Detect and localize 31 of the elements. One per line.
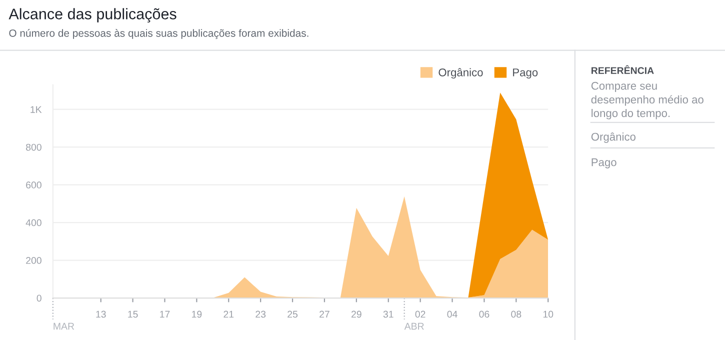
chart-title: Alcance das publicações	[8, 8, 176, 22]
legend-label: Pago	[513, 68, 538, 79]
x-tick-label: 21	[224, 310, 234, 318]
y-tick-label: 800	[26, 144, 42, 151]
x-tick-label: 13	[96, 310, 106, 318]
x-tick-label: 31	[383, 310, 394, 318]
ref-line-label: ABR	[404, 322, 424, 330]
y-tick-label: 0	[36, 294, 42, 302]
x-tick-label: 27	[320, 310, 330, 318]
chart-subtitle: O número de pessoas às quais suas publicações foram exibidas.	[9, 29, 308, 39]
x-tick-label: 10	[543, 310, 554, 318]
x-tick-label: 19	[192, 310, 202, 318]
y-tick-label: 600	[26, 182, 42, 188]
x-tick-label: 23	[256, 310, 266, 318]
x-tick-label: 25	[288, 310, 298, 318]
x-tick-label: 15	[128, 310, 138, 318]
y-tick-label: 1K	[30, 106, 42, 113]
text: REFERÊNCIA	[592, 65, 654, 74]
text: Compare seu desempenho médio ao longo do tempo.	[591, 82, 704, 120]
x-tick-label: 04	[447, 310, 458, 318]
text: Orgânico	[591, 132, 636, 143]
x-tick-label: 02	[415, 310, 426, 318]
legend-label: Orgânico	[438, 68, 483, 79]
x-tick-label: 17	[160, 310, 170, 318]
y-tick-label: 200	[26, 257, 42, 264]
ref-line-label: MAR	[54, 322, 74, 330]
x-tick-label: 08	[511, 310, 522, 318]
y-tick-label: 400	[26, 219, 42, 226]
text: Pago	[592, 158, 616, 168]
x-tick-label: 06	[479, 310, 490, 318]
x-tick-label: 29	[352, 310, 362, 318]
